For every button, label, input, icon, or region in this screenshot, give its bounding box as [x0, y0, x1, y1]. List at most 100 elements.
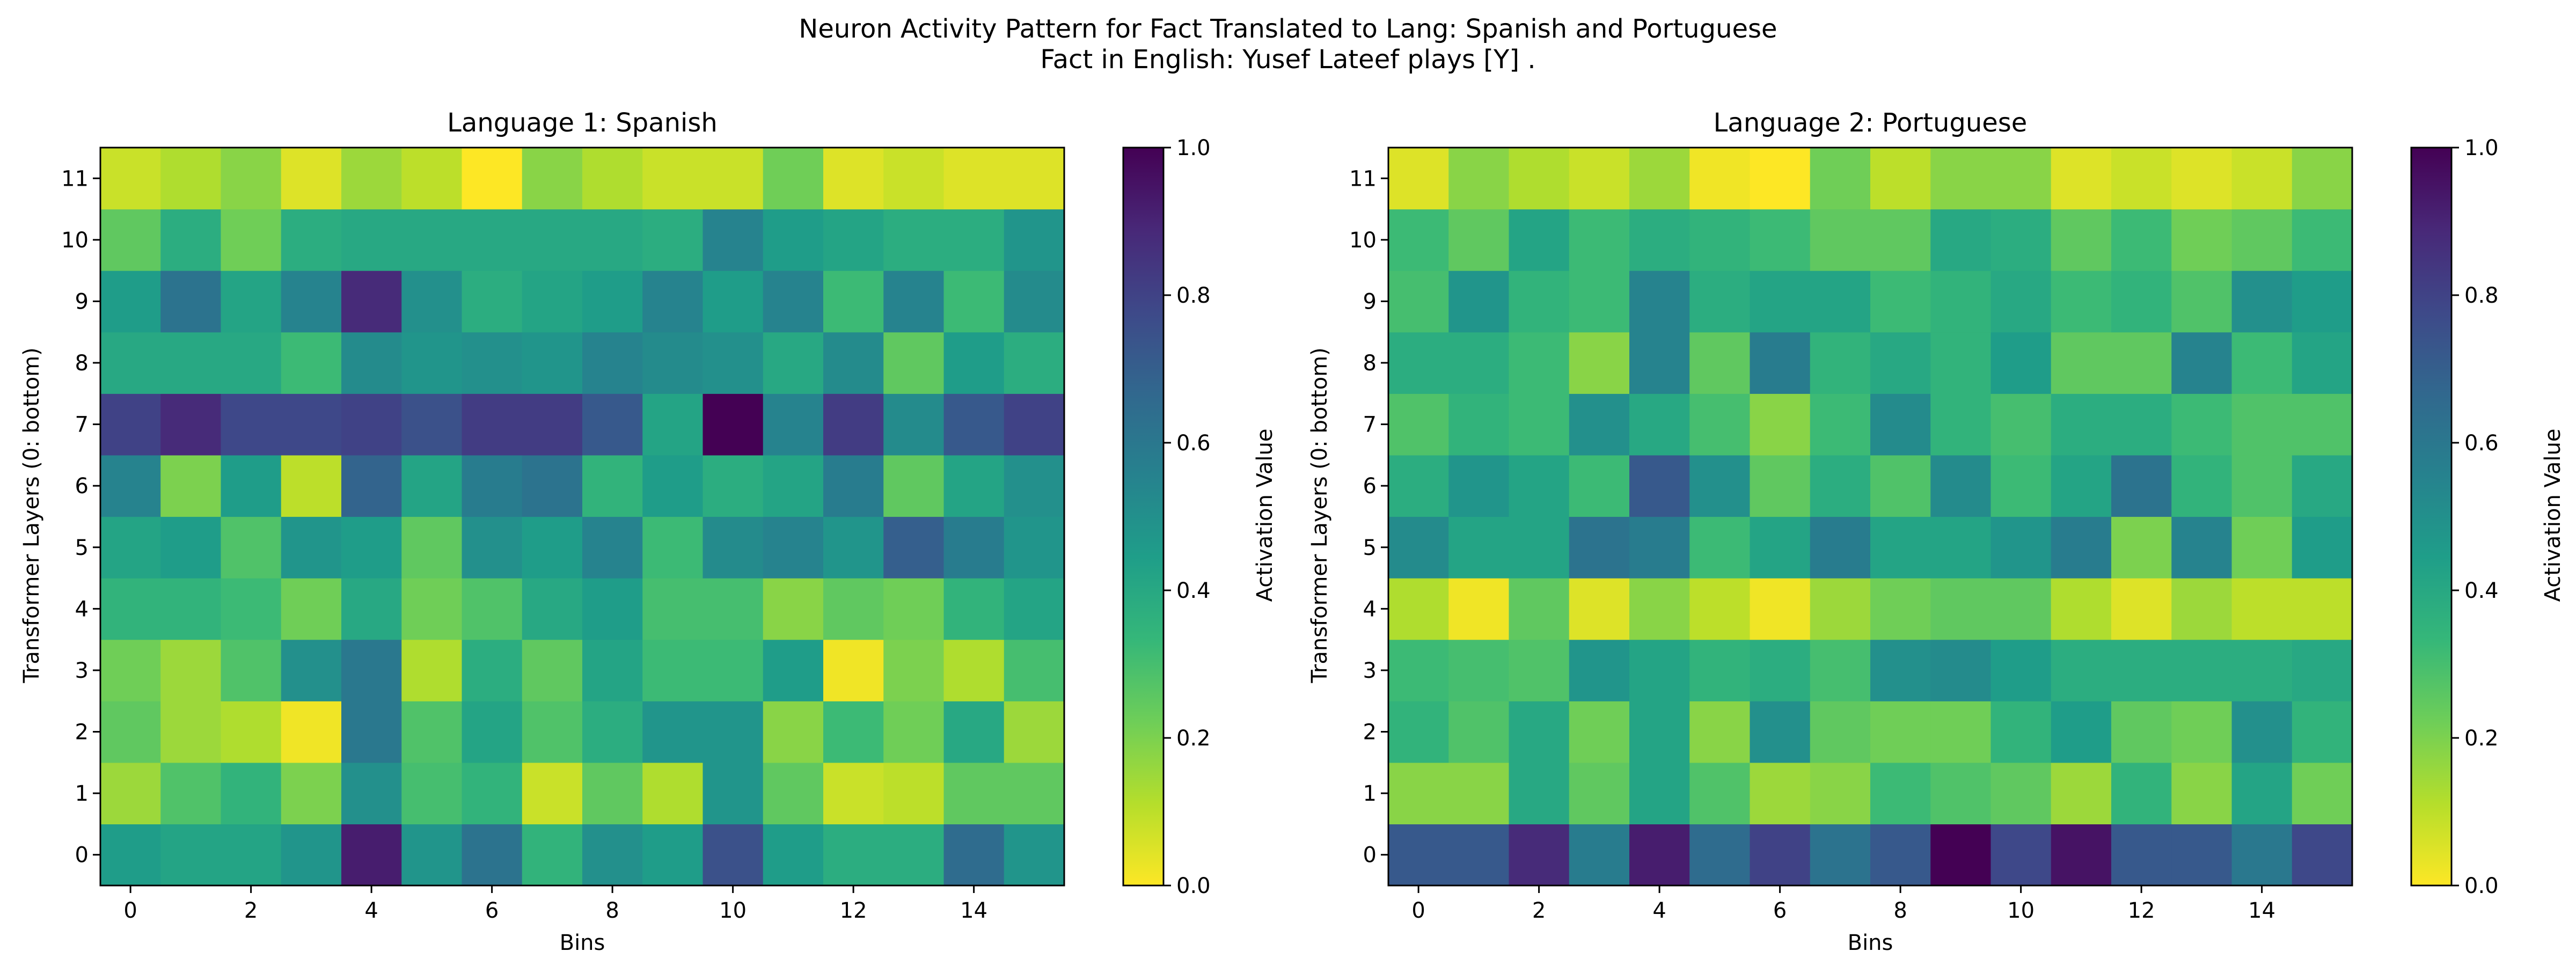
spanish-x-tick-label: 10	[719, 898, 747, 923]
portuguese-cell-layer-8-bin-6	[1750, 332, 1811, 394]
spanish-cell-layer-10-bin-1	[160, 209, 222, 271]
spanish-cell-layer-8-bin-7	[522, 332, 583, 394]
portuguese-y-tick-label: 3	[1363, 658, 1377, 683]
spanish-cell-layer-8-bin-14	[943, 332, 1005, 394]
spanish-cell-layer-10-bin-9	[642, 209, 704, 271]
spanish-x-axis-label: Bins	[560, 931, 605, 955]
portuguese-cell-layer-11-bin-6	[1750, 148, 1811, 210]
spanish-cell-layer-6-bin-7	[522, 455, 583, 517]
spanish-cell-layer-1-bin-0	[100, 762, 161, 825]
portuguese-cell-layer-1-bin-8	[1870, 762, 1931, 825]
portuguese-cell-layer-5-bin-5	[1689, 516, 1751, 579]
portuguese-y-tick-label: 0	[1363, 843, 1377, 868]
portuguese-cell-layer-6-bin-8	[1870, 455, 1931, 517]
spanish-y-tick-label: 4	[75, 597, 89, 621]
portuguese-cell-layer-0-bin-14	[2231, 824, 2293, 886]
spanish-y-tick-label: 1	[75, 781, 89, 806]
portuguese-cell-layer-4-bin-10	[1990, 578, 2052, 640]
portuguese-colorbar-tick-label: 1.0	[2464, 136, 2499, 160]
portuguese-cell-layer-0-bin-12	[2111, 824, 2172, 886]
portuguese-cell-layer-6-bin-0	[1388, 455, 1449, 517]
spanish-cell-layer-9-bin-6	[462, 270, 523, 333]
spanish-cell-layer-2-bin-13	[883, 701, 945, 763]
spanish-cell-layer-1-bin-8	[582, 762, 643, 825]
spanish-cell-layer-0-bin-15	[1004, 824, 1065, 886]
spanish-cell-layer-11-bin-13	[883, 148, 945, 210]
spanish-panel-title: Language 1: Spanish	[447, 108, 718, 138]
spanish-cell-layer-7-bin-9	[642, 393, 704, 456]
portuguese-cell-layer-10-bin-15	[2292, 209, 2353, 271]
portuguese-cell-layer-11-bin-14	[2231, 148, 2293, 210]
portuguese-cell-layer-9-bin-11	[2051, 270, 2112, 333]
portuguese-y-axis-label: Transformer Layers (0: bottom)	[1307, 347, 1332, 683]
spanish-cell-layer-6-bin-8	[582, 455, 643, 517]
portuguese-cell-layer-7-bin-9	[1930, 393, 1992, 456]
spanish-cell-layer-10-bin-8	[582, 209, 643, 271]
portuguese-cell-layer-10-bin-13	[2171, 209, 2233, 271]
spanish-cell-layer-7-bin-3	[281, 393, 342, 456]
spanish-cell-layer-2-bin-8	[582, 701, 643, 763]
spanish-cell-layer-6-bin-11	[763, 455, 824, 517]
spanish-y-tick-label: 10	[61, 228, 89, 253]
portuguese-cell-layer-3-bin-0	[1388, 639, 1449, 701]
portuguese-cell-layer-5-bin-9	[1930, 516, 1992, 579]
portuguese-cell-layer-5-bin-8	[1870, 516, 1931, 579]
spanish-cell-layer-9-bin-12	[823, 270, 884, 333]
portuguese-cell-layer-6-bin-9	[1930, 455, 1992, 517]
portuguese-cell-layer-5-bin-15	[2292, 516, 2353, 579]
portuguese-cell-layer-8-bin-8	[1870, 332, 1931, 394]
portuguese-cell-layer-8-bin-2	[1509, 332, 1570, 394]
spanish-cell-layer-5-bin-5	[401, 516, 463, 579]
spanish-cell-layer-2-bin-5	[401, 701, 463, 763]
portuguese-cell-layer-10-bin-7	[1810, 209, 1871, 271]
spanish-cell-layer-5-bin-7	[522, 516, 583, 579]
portuguese-cell-layer-3-bin-13	[2171, 639, 2233, 701]
portuguese-cell-layer-2-bin-13	[2171, 701, 2233, 763]
portuguese-cell-layer-7-bin-2	[1509, 393, 1570, 456]
spanish-cell-layer-10-bin-6	[462, 209, 523, 271]
spanish-cell-layer-8-bin-12	[823, 332, 884, 394]
spanish-cell-layer-7-bin-5	[401, 393, 463, 456]
portuguese-cell-layer-0-bin-2	[1509, 824, 1570, 886]
spanish-cell-layer-6-bin-9	[642, 455, 704, 517]
spanish-cell-layer-5-bin-10	[702, 516, 764, 579]
spanish-cell-layer-0-bin-0	[100, 824, 161, 886]
portuguese-cell-layer-8-bin-5	[1689, 332, 1751, 394]
portuguese-cell-layer-1-bin-9	[1930, 762, 1992, 825]
portuguese-cell-layer-4-bin-15	[2292, 578, 2353, 640]
figure-title-line-1: Neuron Activity Pattern for Fact Transla…	[799, 14, 1777, 44]
spanish-cell-layer-10-bin-2	[221, 209, 282, 271]
portuguese-cell-layer-4-bin-11	[2051, 578, 2112, 640]
portuguese-cell-layer-0-bin-10	[1990, 824, 2052, 886]
portuguese-cell-layer-4-bin-4	[1629, 578, 1690, 640]
portuguese-cell-layer-3-bin-1	[1448, 639, 1510, 701]
portuguese-y-tick-label: 5	[1363, 536, 1377, 560]
spanish-cell-layer-3-bin-11	[763, 639, 824, 701]
portuguese-cell-layer-9-bin-1	[1448, 270, 1510, 333]
figure-title-line-2: Fact in English: Yusef Lateef plays [Y] …	[1040, 45, 1535, 75]
spanish-cell-layer-9-bin-10	[702, 270, 764, 333]
portuguese-cell-layer-0-bin-6	[1750, 824, 1811, 886]
spanish-y-ticks: 0 1 2 3 4 5 6 7 8 9 10 11	[61, 166, 100, 868]
portuguese-cell-layer-11-bin-8	[1870, 148, 1931, 210]
spanish-cell-layer-8-bin-11	[763, 332, 824, 394]
portuguese-cell-layer-9-bin-12	[2111, 270, 2172, 333]
spanish-colorbar-tick-label: 0.4	[1176, 579, 1211, 603]
spanish-cell-layer-11-bin-15	[1004, 148, 1065, 210]
spanish-cell-layer-10-bin-10	[702, 209, 764, 271]
spanish-y-tick-label: 0	[75, 843, 89, 868]
portuguese-cell-layer-1-bin-11	[2051, 762, 2112, 825]
spanish-cell-layer-2-bin-2	[221, 701, 282, 763]
spanish-cell-layer-11-bin-4	[341, 148, 402, 210]
portuguese-x-tick-label: 6	[1773, 898, 1787, 923]
portuguese-colorbar-tick-label: 0.8	[2464, 283, 2499, 308]
spanish-cell-layer-2-bin-14	[943, 701, 1005, 763]
spanish-cell-layer-1-bin-7	[522, 762, 583, 825]
portuguese-cell-layer-10-bin-14	[2231, 209, 2293, 271]
spanish-cell-layer-3-bin-13	[883, 639, 945, 701]
portuguese-x-tick-label: 10	[2007, 898, 2035, 923]
portuguese-cell-layer-8-bin-14	[2231, 332, 2293, 394]
spanish-cell-layer-5-bin-9	[642, 516, 704, 579]
spanish-x-ticks: 0 2 4 6 8 10 12 14	[123, 885, 987, 923]
